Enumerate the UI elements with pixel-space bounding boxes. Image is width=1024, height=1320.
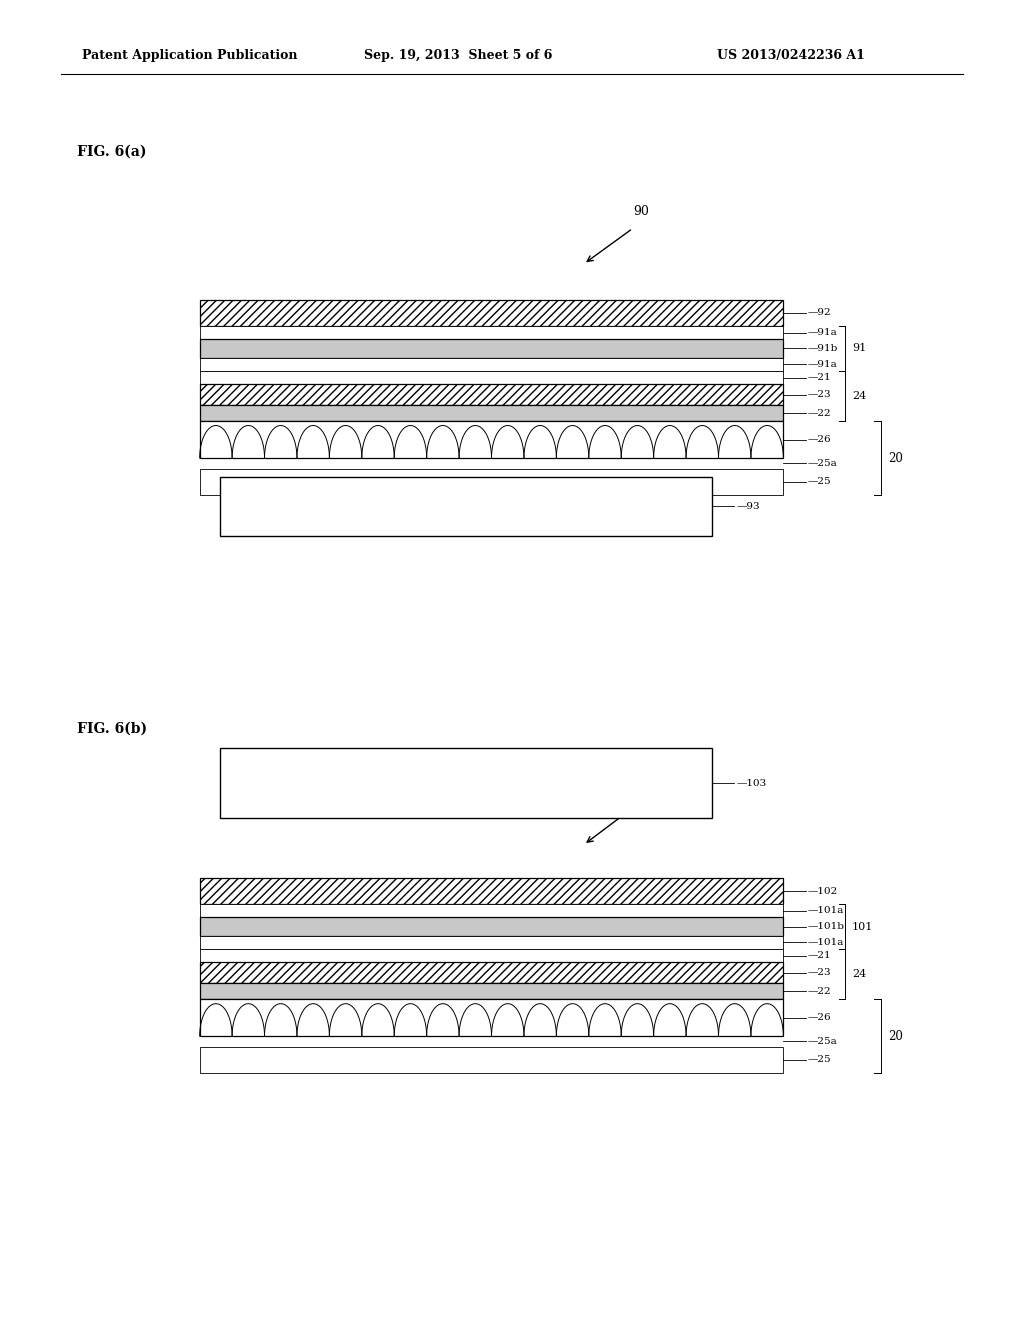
Text: 101: 101 xyxy=(852,921,873,932)
Bar xyxy=(200,904,783,917)
Bar xyxy=(200,962,783,983)
Bar xyxy=(200,421,783,458)
Text: —25: —25 xyxy=(808,1056,831,1064)
Text: —26: —26 xyxy=(808,1014,831,1022)
Bar xyxy=(200,384,783,405)
Bar xyxy=(220,477,712,536)
Text: —103: —103 xyxy=(736,779,767,788)
Bar xyxy=(200,300,783,326)
Text: —21: —21 xyxy=(808,952,831,960)
Bar xyxy=(200,999,783,1036)
Text: —101a: —101a xyxy=(808,939,845,946)
Text: 24: 24 xyxy=(852,391,866,401)
Bar xyxy=(200,962,783,983)
Bar xyxy=(200,983,783,999)
Bar xyxy=(200,936,783,949)
Text: 100: 100 xyxy=(633,785,656,799)
Text: —101b: —101b xyxy=(808,923,845,931)
Text: FIG. 6(a): FIG. 6(a) xyxy=(77,145,146,158)
Text: —102: —102 xyxy=(808,887,839,895)
Text: —23: —23 xyxy=(808,969,831,977)
Text: —93: —93 xyxy=(736,502,760,511)
Text: —91b: —91b xyxy=(808,345,839,352)
Text: —23: —23 xyxy=(808,391,831,399)
Bar xyxy=(200,469,783,495)
Bar xyxy=(200,405,783,421)
Text: —21: —21 xyxy=(808,374,831,381)
Text: —101a: —101a xyxy=(808,907,845,915)
Text: —22: —22 xyxy=(808,409,831,417)
Text: 24: 24 xyxy=(852,969,866,979)
Text: —91a: —91a xyxy=(808,329,838,337)
Text: 91: 91 xyxy=(852,343,866,354)
Bar xyxy=(220,748,712,818)
Text: —26: —26 xyxy=(808,436,831,444)
Text: —22: —22 xyxy=(808,987,831,995)
Text: US 2013/0242236 A1: US 2013/0242236 A1 xyxy=(717,49,864,62)
Bar xyxy=(200,949,783,962)
Text: —25a: —25a xyxy=(808,1038,838,1045)
Text: —25: —25 xyxy=(808,478,831,486)
Text: —25a: —25a xyxy=(808,459,838,467)
Text: —91a: —91a xyxy=(808,360,838,368)
Text: 20: 20 xyxy=(888,451,903,465)
Bar xyxy=(200,917,783,936)
Bar xyxy=(200,326,783,339)
Text: 90: 90 xyxy=(633,205,649,218)
Bar xyxy=(200,371,783,384)
Bar xyxy=(200,358,783,371)
Bar xyxy=(200,878,783,904)
Text: —92: —92 xyxy=(808,309,831,317)
Bar xyxy=(200,1047,783,1073)
Bar xyxy=(200,384,783,405)
Bar xyxy=(200,878,783,904)
Text: Sep. 19, 2013  Sheet 5 of 6: Sep. 19, 2013 Sheet 5 of 6 xyxy=(364,49,552,62)
Bar xyxy=(200,300,783,326)
Text: Patent Application Publication: Patent Application Publication xyxy=(82,49,297,62)
Bar xyxy=(200,339,783,358)
Text: FIG. 6(b): FIG. 6(b) xyxy=(77,722,146,735)
Text: 20: 20 xyxy=(888,1030,903,1043)
